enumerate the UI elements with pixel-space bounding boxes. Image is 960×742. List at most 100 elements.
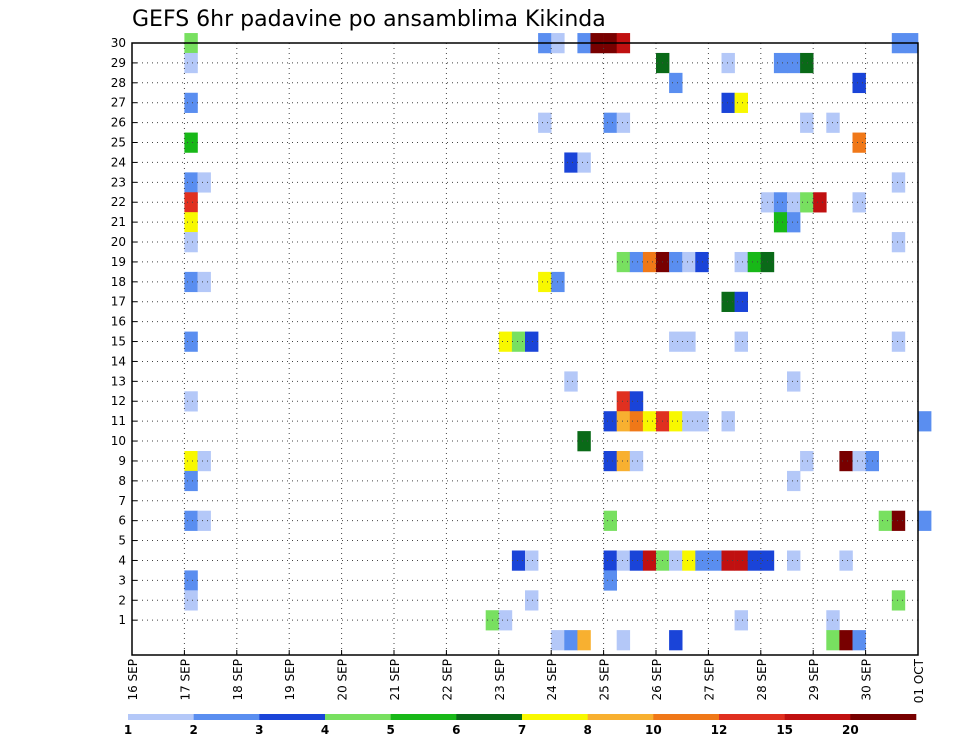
y-tick-label: 1 [118,613,126,627]
heatmap-cell [603,510,617,531]
colorbar-label: 10 [645,723,662,737]
x-tick-label: 29 SEP [807,659,821,701]
y-tick-label: 7 [118,494,126,508]
colorbar-label: 7 [518,723,526,737]
heatmap-cell [629,391,644,412]
heatmap-cell [603,112,617,133]
heatmap-cell [184,52,198,74]
heatmap-cell [852,451,866,472]
heatmap-cell [616,112,631,133]
heatmap-cell [891,172,906,193]
colorbar-swatch [128,714,194,720]
heatmap-cell [826,630,840,651]
x-tick-label: 30 SEP [860,659,874,701]
heatmap-cell [629,411,644,432]
heatmap-cell [184,132,198,153]
heatmap-cell [682,251,696,273]
y-tick-label: 29 [111,56,126,70]
heatmap-cell [891,590,906,611]
heatmap-cell [852,132,866,153]
colorbar-swatch [522,714,588,720]
heatmap-cell [184,192,198,213]
heatmap-cell [918,411,932,432]
colorbar-label: 20 [842,723,859,737]
heatmap-cell [721,291,735,312]
heatmap-cell [669,411,683,432]
heatmap-cell [839,550,853,571]
heatmap-cell [852,72,866,94]
colorbar-swatch [259,714,326,720]
y-tick-label: 4 [118,553,126,567]
heatmap-cell [891,331,906,352]
x-tick-label: 23 SEP [493,659,507,701]
heatmap-cell [629,251,644,273]
heatmap-cell [603,451,617,472]
heatmap-cell [773,52,788,74]
heatmap-cell [577,431,591,452]
colorbar-label: 3 [255,723,263,737]
heatmap-cell [747,550,762,571]
heatmap-cell [538,271,552,293]
heatmap-cell [616,411,631,432]
heatmap-cell [682,550,696,571]
heatmap-cell [616,451,631,472]
heatmap-cell [708,550,722,571]
x-tick-label: 18 SEP [231,659,245,701]
colorbar-swatch [193,714,260,720]
y-tick-label: 25 [111,136,126,150]
x-tick-label: 25 SEP [598,659,612,701]
heatmap-cell [525,590,539,611]
heatmap-cell [184,271,198,293]
y-tick-label: 22 [111,195,126,209]
heatmap-cell [734,610,748,631]
heatmap-cell [721,92,735,113]
heatmap-cell [878,510,893,531]
heatmap-cell [642,550,657,571]
x-tick-label: 19 SEP [283,659,297,701]
x-tick-label: 26 SEP [650,659,664,701]
colorbar-swatch [587,714,654,720]
heatmap-cell [682,411,696,432]
colorbar-swatch [784,714,851,720]
y-tick-label: 16 [111,315,126,329]
heatmap-cell [184,172,198,193]
heatmap-cell [669,630,683,651]
x-tick-label: 16 SEP [126,659,140,701]
heatmap-cell [721,550,735,571]
y-tick-label: 14 [111,354,126,368]
colorbar-label: 4 [321,723,329,737]
grid-lines [132,43,918,655]
heatmap-cell [184,570,198,591]
heatmap-cell [787,371,801,392]
colorbar-label: 1 [124,723,132,737]
plot-frame [131,42,919,656]
heatmap-cell [734,251,748,273]
heatmap-cell [852,192,866,213]
x-tick-label: 20 SEP [336,659,350,701]
heatmap-cell [839,630,853,651]
colorbar-swatch [850,714,917,720]
colorbar-label: 5 [386,723,394,737]
colorbar-label: 6 [452,723,460,737]
heatmap-cell [891,510,906,531]
y-tick-label: 24 [111,155,126,169]
heatmap-cell [616,251,631,273]
y-tick-label: 3 [118,573,126,587]
heatmap-cell [184,92,198,113]
x-tick-label: 01 OCT [912,658,926,703]
heatmap-cell [682,331,696,352]
heatmap-cell [813,192,827,213]
heatmap-cell [734,331,748,352]
colorbar-swatch [456,714,523,720]
y-tick-label: 20 [111,235,126,249]
colorbar-label: 8 [583,723,591,737]
heatmap-cell [197,172,211,193]
heatmap-cell [669,550,683,571]
heatmap-cell [734,550,748,571]
heatmap-cell [852,630,866,651]
heatmap-cell [525,550,539,571]
y-tick-label: 12 [111,394,126,408]
heatmap-cell [538,112,552,133]
heatmap-cell [918,510,932,531]
